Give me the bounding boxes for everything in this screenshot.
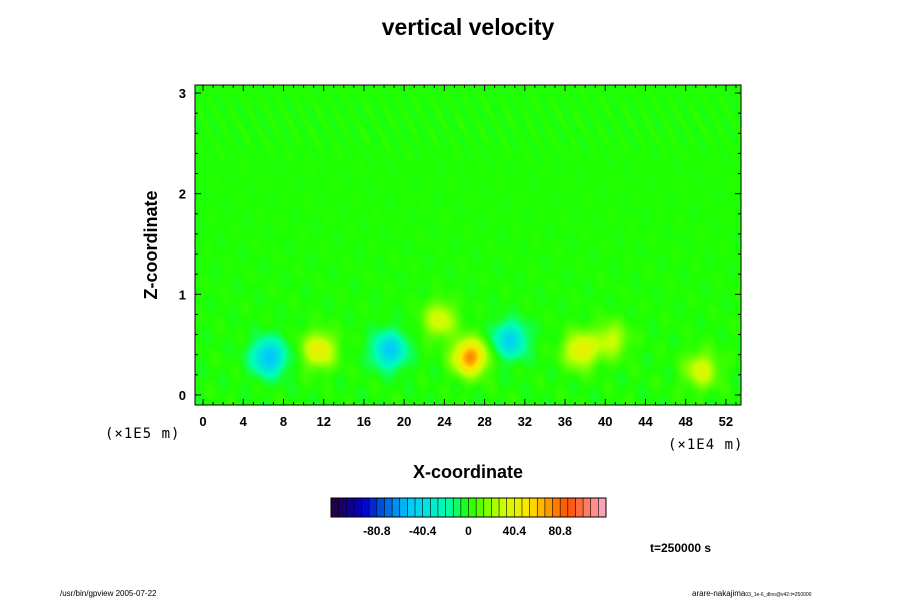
x-scale-note: (×1E4 m) — [668, 437, 743, 453]
colorbar-segment — [399, 498, 408, 517]
colorbar-segment — [529, 498, 538, 517]
y-scale-note: (×1E5 m) — [105, 426, 180, 442]
colorbar-segment — [483, 498, 492, 517]
colorbar-segment — [537, 498, 546, 517]
colorbar-segment — [369, 498, 378, 517]
x-tick-label: 32 — [518, 414, 532, 429]
colorbar-segment — [514, 498, 523, 517]
colorbar-segment — [476, 498, 485, 517]
x-axis-title: X-coordinate — [413, 462, 523, 482]
footer-right-main: arare-nakajima — [692, 589, 746, 598]
x-tick-label: 28 — [477, 414, 491, 429]
colorbar-segment — [384, 498, 393, 517]
colorbar-segment — [560, 498, 569, 517]
colorbar-segment — [445, 498, 454, 517]
footer-right: arare-nakajima03_1e-6_dlno@v42:t=250000 — [692, 589, 812, 598]
colorbar-segment — [353, 498, 362, 517]
heatmap-field — [195, 85, 741, 405]
colorbar-segment — [583, 498, 592, 517]
colorbar-segment — [430, 498, 439, 517]
x-tick-label: 0 — [199, 414, 206, 429]
colorbar-segment — [331, 498, 339, 517]
colorbar-segment — [346, 498, 355, 517]
colorbar-segment — [422, 498, 431, 517]
x-tick-label: 48 — [678, 414, 692, 429]
colorbar-segment — [415, 498, 423, 517]
x-tick-label: 12 — [316, 414, 330, 429]
x-tick-label: 16 — [357, 414, 371, 429]
colorbar-segment — [361, 498, 370, 517]
colorbar-tick-label: 40.4 — [503, 524, 527, 538]
plot-frame — [194, 84, 742, 406]
colorbar-segment — [437, 498, 446, 517]
y-axis-title: Z-coordinate — [141, 190, 161, 299]
colorbar-tick-label: 0 — [465, 524, 472, 538]
x-tick-label: 4 — [240, 414, 248, 429]
y-tick-label: 0 — [179, 388, 186, 403]
y-tick-label: 3 — [179, 86, 186, 101]
colorbar-segment — [376, 498, 385, 517]
colorbar-segment — [590, 498, 599, 517]
colorbar-segment — [499, 498, 507, 517]
colorbar-segment — [521, 498, 530, 517]
x-tick-label: 52 — [719, 414, 733, 429]
colorbar-segment — [575, 498, 584, 517]
colorbar-segment — [491, 498, 500, 517]
x-tick-label: 8 — [280, 414, 287, 429]
colorbar-segment — [468, 498, 477, 517]
colorbar-segment — [506, 498, 515, 517]
colorbar-tick-label: 80.8 — [548, 524, 572, 538]
colorbar-segment — [567, 498, 576, 517]
x-tick-label: 20 — [397, 414, 411, 429]
x-tick-label: 36 — [558, 414, 572, 429]
x-tick-label: 44 — [638, 414, 653, 429]
y-tick-label: 2 — [179, 187, 186, 202]
colorbar-tick-label: -40.4 — [409, 524, 437, 538]
x-tick-label: 40 — [598, 414, 612, 429]
colorbar-segment — [338, 498, 347, 517]
time-label: t=250000 s — [650, 541, 711, 555]
colorbar-frame — [330, 497, 607, 518]
colorbar-segment — [407, 498, 416, 517]
x-tick-label: 24 — [437, 414, 452, 429]
colorbar-segment — [544, 498, 553, 517]
y-tick-label: 1 — [179, 287, 186, 302]
colorbar-segment — [453, 498, 462, 517]
colorbar-tick-label: -80.8 — [363, 524, 391, 538]
footer-left: /usr/bin/gpview 2005-07-22 — [60, 589, 157, 598]
colorbar-segment — [460, 498, 469, 517]
chart-title: vertical velocity — [381, 14, 555, 40]
footer-right-sub: 03_1e-6_dlno@v42:t=250000 — [745, 592, 811, 598]
colorbar-segment — [598, 498, 607, 517]
colorbar-segment — [552, 498, 561, 517]
colorbar-segment — [392, 498, 401, 517]
